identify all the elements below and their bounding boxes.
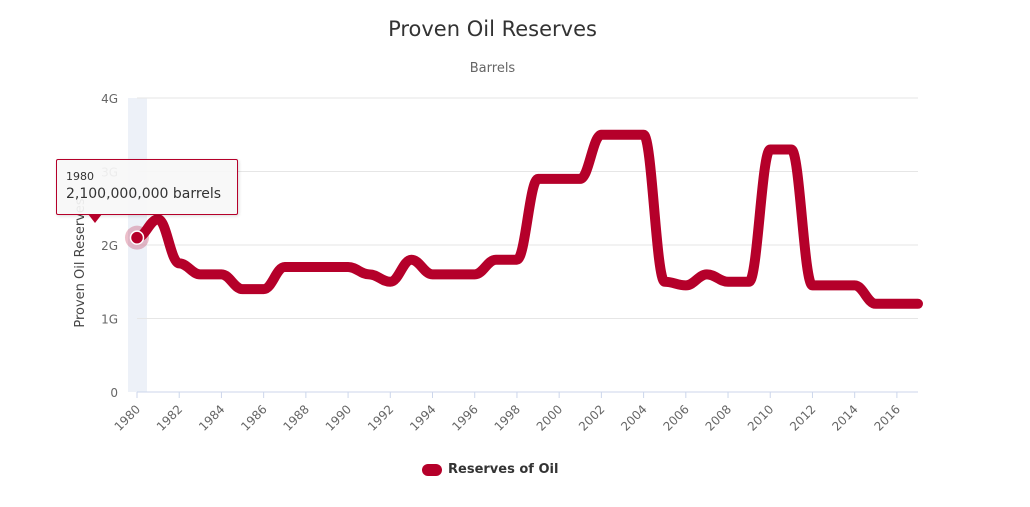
y-axis-title: Proven Oil Reserves xyxy=(73,198,88,328)
x-tick-label: 1982 xyxy=(154,402,185,433)
x-tick-label: 2012 xyxy=(787,402,818,433)
tooltip-value: 2,100,000,000 barrels xyxy=(66,186,222,202)
x-tick-label: 1998 xyxy=(492,402,523,433)
x-tick-label: 2002 xyxy=(576,402,607,433)
hover-point xyxy=(129,230,145,245)
x-tick-label: 2010 xyxy=(745,402,776,433)
x-tick-label: 2016 xyxy=(872,402,903,433)
x-tick-label: 1984 xyxy=(196,402,227,433)
x-tick-label: 1992 xyxy=(365,402,396,433)
legend-swatch xyxy=(422,463,442,476)
x-tick-label: 1994 xyxy=(407,402,438,433)
x-tick-label: 2006 xyxy=(660,402,691,433)
x-tick-label: 1988 xyxy=(280,402,311,433)
legend-label: Reserves of Oil xyxy=(448,462,559,477)
tooltip: 1980 2,100,000,000 barrels xyxy=(56,159,238,215)
legend[interactable]: Reserves of Oil xyxy=(422,462,558,477)
x-tick-label: 1986 xyxy=(238,402,269,433)
y-tick-label: 2G xyxy=(101,239,118,253)
y-tick-label: 4G xyxy=(101,92,118,106)
tooltip-arrow xyxy=(88,214,102,223)
series-line xyxy=(132,129,923,309)
chart-title: Proven Oil Reserves xyxy=(388,17,597,41)
x-tick-label: 1990 xyxy=(323,402,354,433)
chart-subtitle: Barrels xyxy=(469,61,516,76)
x-tick-label: 2000 xyxy=(534,402,565,433)
x-tick-label: 2004 xyxy=(618,402,649,433)
x-tick-label: 1980 xyxy=(112,402,143,433)
x-tick-label: 2008 xyxy=(703,402,734,433)
tooltip-year: 1980 xyxy=(66,170,94,183)
x-tick-label: 1996 xyxy=(449,402,480,433)
x-tick-label: 2014 xyxy=(829,402,860,433)
y-tick-label: 0 xyxy=(110,386,118,400)
y-tick-label: 1G xyxy=(101,313,118,327)
